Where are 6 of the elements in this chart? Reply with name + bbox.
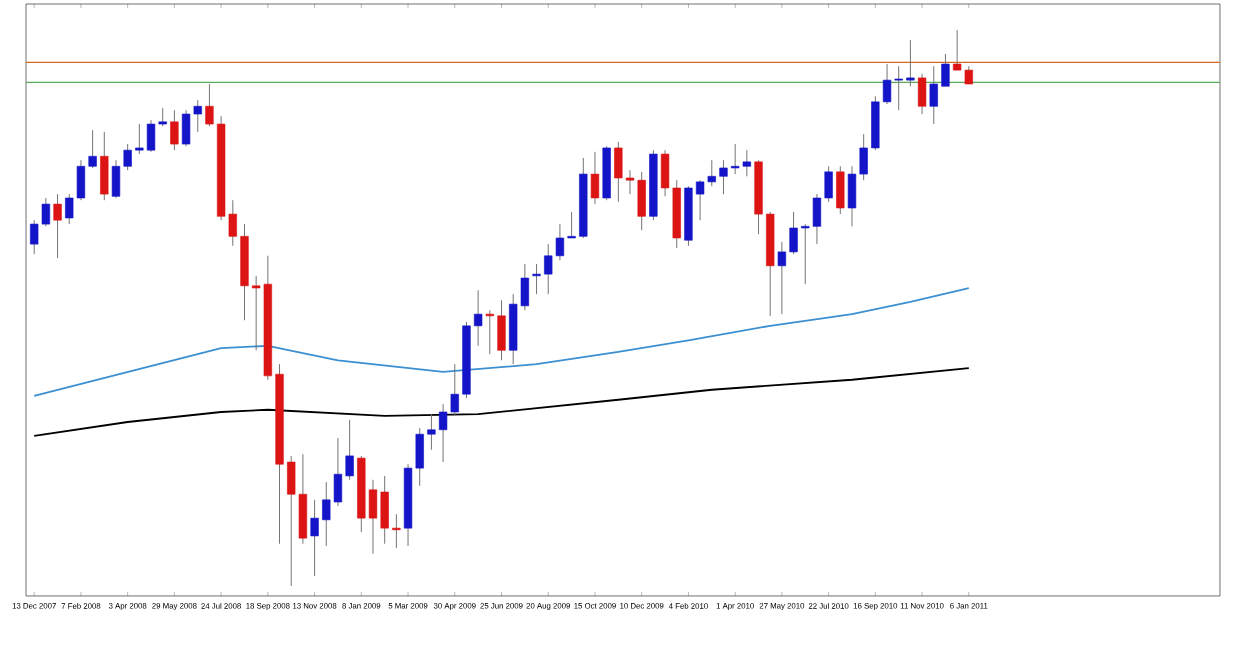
- candlestick: [590, 151, 600, 205]
- candlestick: [836, 165, 845, 215]
- candlestick: [917, 73, 927, 115]
- candlestick: [53, 193, 62, 259]
- candlestick: [170, 109, 179, 151]
- candlestick: [100, 131, 109, 201]
